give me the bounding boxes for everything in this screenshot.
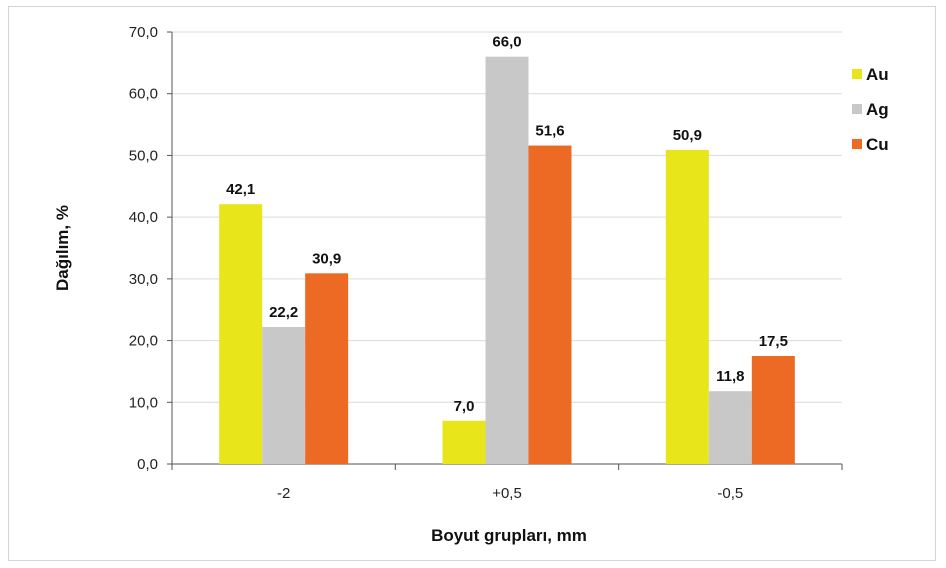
bars xyxy=(219,56,795,465)
y-tick-label: 30,0 xyxy=(129,271,158,288)
y-axis-title: Dağılım, % xyxy=(53,205,72,291)
bar-ag xyxy=(485,56,529,464)
y-tick-label: 10,0 xyxy=(129,394,158,411)
y-tick-label: 50,0 xyxy=(129,147,158,164)
bar-cu xyxy=(305,273,349,464)
data-label: 66,0 xyxy=(492,34,521,51)
x-tick-label: -0,5 xyxy=(717,485,743,502)
x-tick-label: -2 xyxy=(277,485,290,502)
data-labels: 42,1 22,2 30,9 7,0 66,0 51,6 50,9 11,8 17,5 xyxy=(226,34,788,415)
bar-au xyxy=(665,149,709,465)
legend-label-au: Au xyxy=(866,65,889,84)
legend-swatch-ag xyxy=(852,104,862,114)
data-label: 51,6 xyxy=(535,123,564,140)
legend-swatch-au xyxy=(852,69,862,79)
bar-ag xyxy=(708,391,752,464)
y-tick-label: 70,0 xyxy=(129,24,158,41)
y-tick-labels: 0,0 10,0 20,0 30,0 40,0 50,0 60,0 70,0 xyxy=(129,24,172,473)
bar-cu xyxy=(751,356,795,464)
legend-label-ag: Ag xyxy=(866,100,889,119)
legend: Au Ag Cu xyxy=(852,65,889,154)
bar-au xyxy=(219,204,263,464)
y-tick-label: 60,0 xyxy=(129,86,158,103)
data-label: 30,9 xyxy=(312,250,341,267)
data-label: 42,1 xyxy=(226,181,255,198)
bar-au xyxy=(442,420,486,464)
legend-swatch-cu xyxy=(852,139,862,149)
legend-label-cu: Cu xyxy=(866,135,889,154)
x-tick-label: +0,5 xyxy=(492,485,522,502)
data-label: 11,8 xyxy=(716,368,744,385)
bar-ag xyxy=(262,326,306,464)
data-label: 7,0 xyxy=(454,398,475,415)
data-label: 22,2 xyxy=(269,304,298,321)
data-label: 50,9 xyxy=(673,127,702,144)
y-tick-label: 0,0 xyxy=(137,456,158,473)
x-axis-title: Boyut grupları, mm xyxy=(431,526,587,545)
x-tick-labels: -2 +0,5 -0,5 xyxy=(171,464,843,502)
y-tick-label: 40,0 xyxy=(129,209,158,226)
chart-frame xyxy=(8,6,936,561)
bar-cu xyxy=(528,145,572,464)
y-tick-label: 20,0 xyxy=(129,333,158,350)
data-label: 17,5 xyxy=(759,333,788,350)
